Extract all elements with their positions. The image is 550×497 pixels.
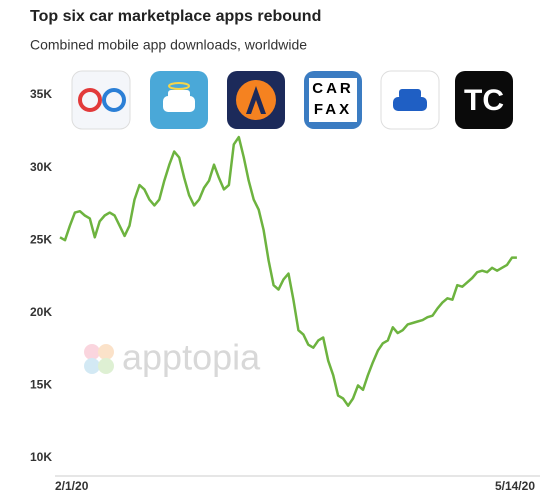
icon-text: TC (464, 84, 504, 117)
icon-truecar (380, 70, 440, 130)
y-tick-label: 35K (30, 87, 52, 101)
y-tick-label: 15K (30, 378, 52, 392)
icon-text: FAX (314, 101, 352, 118)
data-line (59, 135, 517, 407)
x-tick-label: 5/14/20 (495, 479, 535, 493)
y-tick-label: 20K (30, 305, 52, 319)
y-tick-label: 25K (30, 232, 52, 246)
chart-subtitle: Combined mobile app downloads, worldwide (30, 37, 307, 53)
icon-text: CAR (312, 80, 354, 97)
chart-title: Top six car marketplace apps rebound (30, 8, 321, 25)
icon-carfax: CAR FAX (304, 71, 362, 129)
y-tick-label: 30K (30, 160, 52, 174)
app-icons: CAR FAX TC (71, 70, 513, 130)
icon-cars (150, 71, 208, 129)
icon-autotrader (227, 71, 285, 129)
watermark-text: apptopia (122, 337, 261, 378)
icon-tc: TC (455, 71, 513, 129)
x-tick-label: 2/1/20 (55, 479, 89, 493)
watermark: apptopia (84, 337, 261, 378)
icon-cargurus (71, 70, 131, 130)
y-tick-label: 10K (30, 450, 52, 464)
